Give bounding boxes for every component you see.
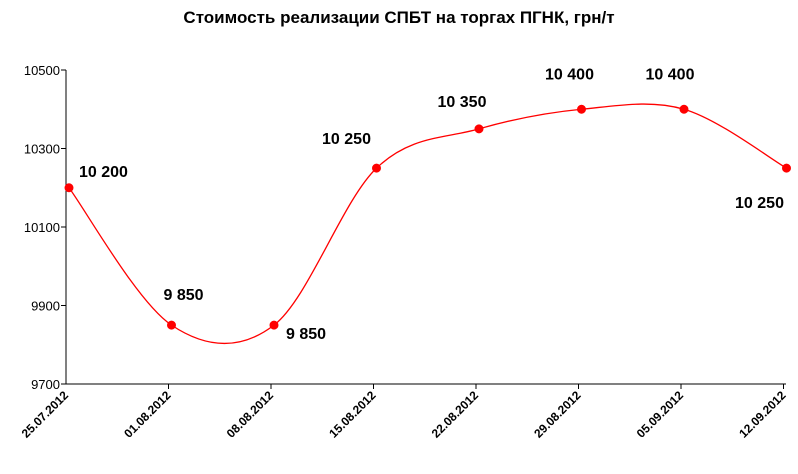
data-point bbox=[577, 104, 586, 114]
data-label: 10 350 bbox=[438, 94, 487, 111]
y-tick-label: 10100 bbox=[24, 220, 60, 235]
data-points bbox=[64, 104, 791, 330]
x-tick-label: 15.08.2012 bbox=[326, 388, 379, 441]
data-label: 10 400 bbox=[545, 66, 594, 83]
data-point bbox=[782, 163, 791, 173]
x-tick-label: 29.08.2012 bbox=[531, 388, 584, 441]
data-label: 10 250 bbox=[735, 195, 784, 212]
data-label: 10 250 bbox=[322, 131, 371, 148]
series-line-layer bbox=[68, 103, 787, 345]
x-tick-label: 01.08.2012 bbox=[121, 388, 174, 441]
x-tick-label: 25.07.2012 bbox=[19, 388, 72, 441]
x-tick-label: 12.09.2012 bbox=[736, 388, 789, 441]
x-tick-label: 05.09.2012 bbox=[634, 388, 687, 441]
y-tick-label: 9700 bbox=[31, 377, 60, 392]
data-point bbox=[474, 124, 484, 134]
data-point bbox=[372, 163, 381, 173]
data-point bbox=[269, 320, 279, 330]
x-tick-label: 08.08.2012 bbox=[224, 388, 277, 441]
data-point bbox=[679, 104, 689, 114]
data-labels: 10 200 9 850 9 850 10 250 10 350 10 400 10 400… bbox=[79, 66, 784, 343]
data-point bbox=[64, 183, 74, 193]
y-tick-label: 10500 bbox=[24, 63, 60, 78]
data-label: 10 400 bbox=[646, 66, 695, 83]
data-label: 10 200 bbox=[79, 164, 128, 181]
x-tick-label: 22.08.2012 bbox=[429, 388, 482, 441]
series-line bbox=[68, 103, 787, 345]
y-tick-label: 9900 bbox=[31, 299, 60, 314]
data-label: 9 850 bbox=[163, 287, 203, 304]
data-point bbox=[167, 320, 176, 330]
axes: 9700 9900 10100 10300 10500 25.07.2012 01.08.2… bbox=[19, 63, 789, 441]
data-label: 9 850 bbox=[286, 326, 326, 343]
y-tick-label: 10300 bbox=[24, 142, 60, 157]
chart-title: Стоимость реализации СПБТ на торгах ПГНК… bbox=[183, 8, 615, 27]
